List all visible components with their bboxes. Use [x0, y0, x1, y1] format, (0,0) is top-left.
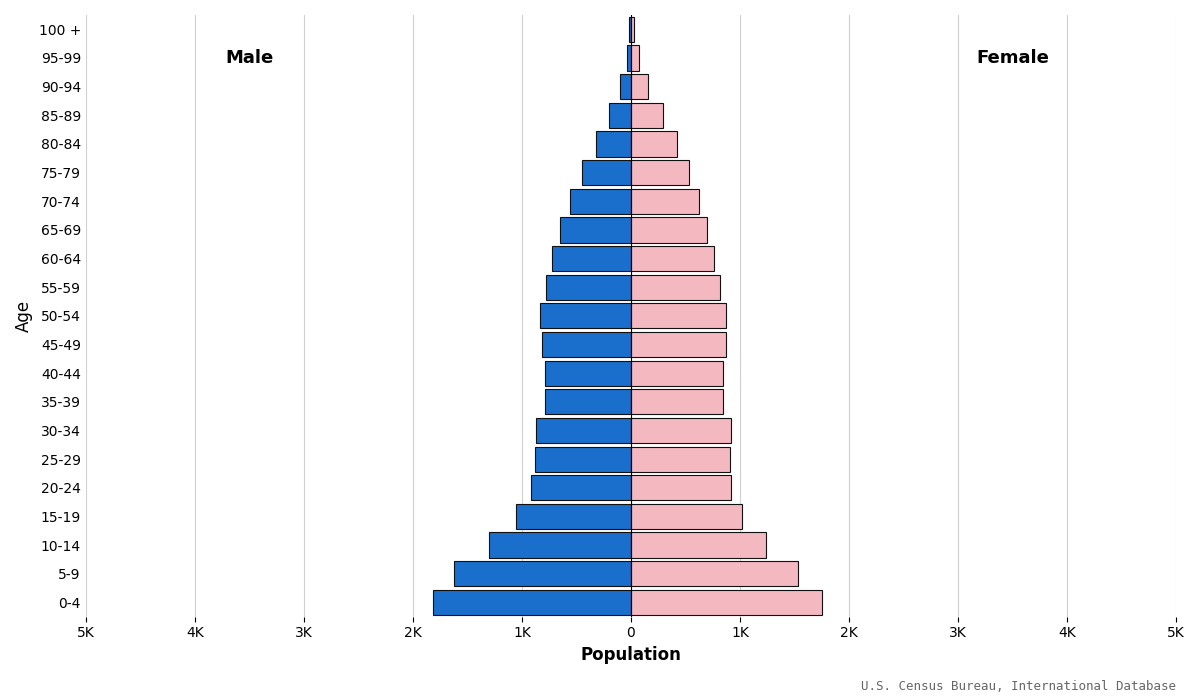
Bar	[516, 504, 631, 529]
Bar	[596, 132, 631, 157]
Bar	[631, 418, 731, 443]
Bar	[626, 46, 631, 71]
Bar	[631, 217, 707, 242]
Bar	[631, 561, 798, 587]
Bar	[631, 475, 731, 500]
Bar	[631, 274, 720, 300]
Bar	[631, 74, 648, 99]
Bar	[631, 332, 726, 357]
Bar	[631, 17, 635, 42]
Bar	[631, 132, 677, 157]
Text: Female: Female	[976, 49, 1049, 67]
Bar	[546, 274, 631, 300]
Bar	[490, 533, 631, 558]
Bar	[629, 17, 631, 42]
Bar	[545, 360, 631, 386]
X-axis label: Population: Population	[581, 646, 682, 664]
Bar	[631, 303, 726, 328]
Bar	[631, 103, 662, 128]
Bar	[570, 188, 631, 214]
Bar	[631, 447, 730, 472]
Bar	[582, 160, 631, 186]
Bar	[631, 389, 722, 414]
Bar	[620, 74, 631, 99]
Bar	[631, 188, 698, 214]
Y-axis label: Age: Age	[14, 300, 32, 332]
Bar	[530, 475, 631, 500]
Bar	[540, 303, 631, 328]
Bar	[432, 590, 631, 615]
Bar	[631, 590, 822, 615]
Text: U.S. Census Bureau, International Database: U.S. Census Bureau, International Databa…	[862, 680, 1176, 693]
Bar	[631, 504, 742, 529]
Bar	[552, 246, 631, 271]
Text: Male: Male	[226, 49, 274, 67]
Bar	[545, 389, 631, 414]
Bar	[631, 533, 766, 558]
Bar	[631, 360, 722, 386]
Bar	[455, 561, 631, 587]
Bar	[631, 46, 638, 71]
Bar	[631, 246, 714, 271]
Bar	[631, 160, 689, 186]
Bar	[541, 332, 631, 357]
Bar	[610, 103, 631, 128]
Bar	[535, 447, 631, 472]
Bar	[536, 418, 631, 443]
Bar	[560, 217, 631, 242]
